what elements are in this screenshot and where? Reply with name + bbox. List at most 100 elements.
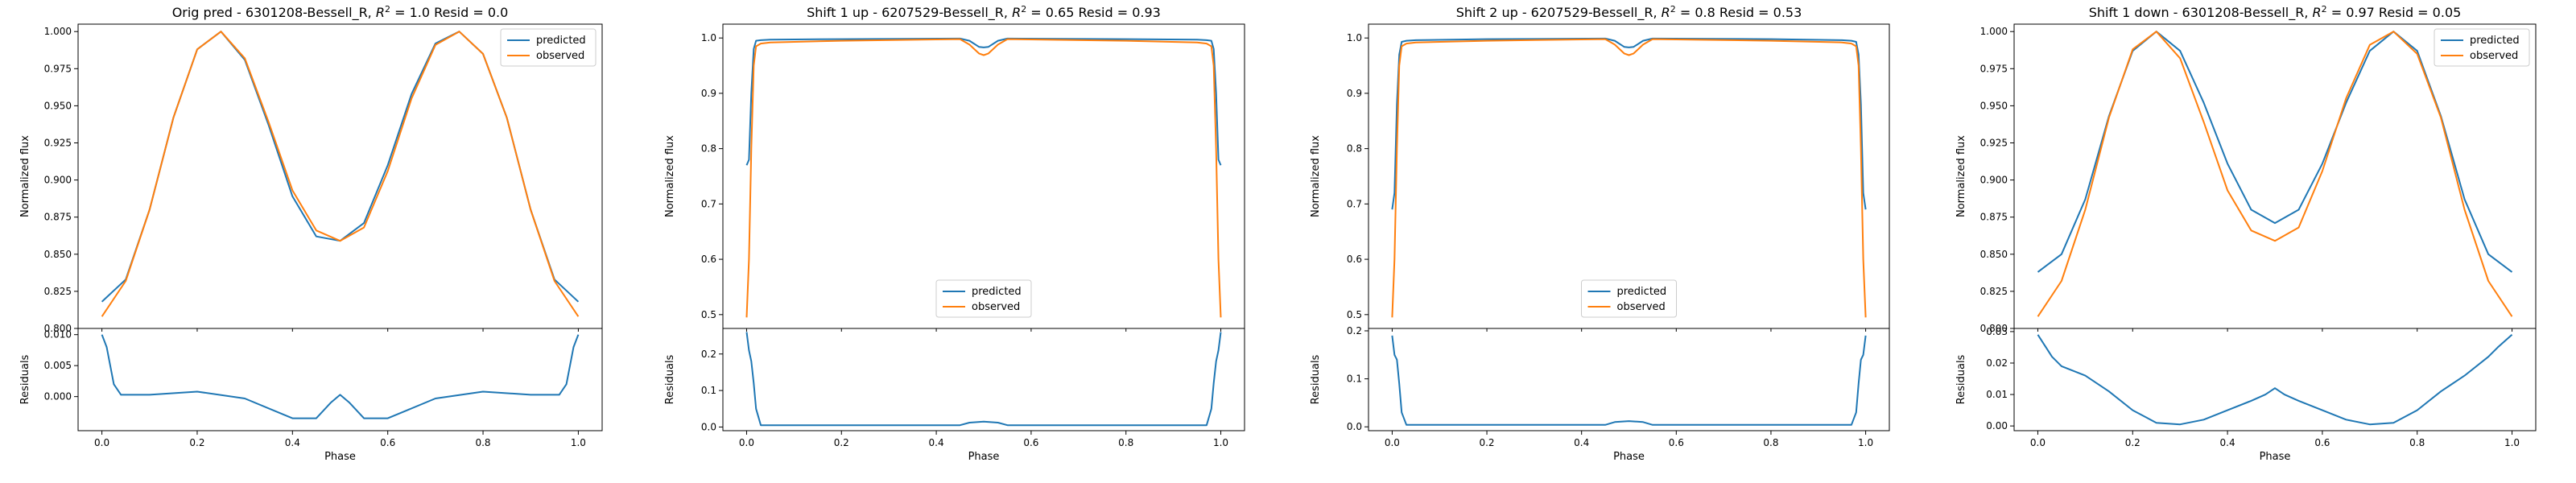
panel-4: Shift 1 down - 6301208-Bessell_R, R2 = 0… <box>1955 4 2537 463</box>
x-tick-label: 0.6 <box>1023 437 1038 448</box>
series-line-predicted <box>2037 31 2513 273</box>
y-tick-label: 0.6 <box>701 254 716 265</box>
resid-axes-frame <box>2013 328 2537 431</box>
x-tick-label: 0.0 <box>2030 437 2046 448</box>
residual-line <box>1391 335 1867 426</box>
y-tick-label: 1.000 <box>1980 26 2008 37</box>
x-tick-label: 0.6 <box>380 437 395 448</box>
x-tick-label: 0.4 <box>2220 437 2235 448</box>
legend-label: observed <box>972 301 1020 313</box>
x-tick-label: 0.4 <box>929 437 944 448</box>
x-tick-label: 0.0 <box>739 437 754 448</box>
resid-y-axis-label: Residuals <box>1955 354 1967 404</box>
x-tick-label: 0.0 <box>94 437 109 448</box>
y-tick-label: 1.0 <box>1347 32 1362 43</box>
resid-y-axis-label: Residuals <box>664 354 676 404</box>
x-tick-label: 0.2 <box>834 437 849 448</box>
x-tick-label: 0.0 <box>1385 437 1400 448</box>
y-tick-label: 0.850 <box>1980 249 2008 260</box>
resid-y-tick-label: 0.000 <box>44 391 72 402</box>
legend: predicted observed <box>2434 28 2530 67</box>
x-tick-label: 0.2 <box>189 437 204 448</box>
panel-2: Shift 1 up - 6207529-Bessell_R, R2 = 0.6… <box>664 4 1245 463</box>
series-line-observed <box>1391 38 1867 318</box>
y-axis-label: Normalized flux <box>19 135 31 217</box>
resid-y-tick-label: 0.2 <box>701 349 716 360</box>
x-tick-label: 1.0 <box>1213 437 1228 448</box>
legend-label: predicted <box>972 286 1022 298</box>
y-axis-label: Normalized flux <box>1310 135 1322 217</box>
y-tick-label: 0.5 <box>1347 309 1362 320</box>
legend-label: observed <box>536 50 584 62</box>
y-tick-label: 0.875 <box>44 212 72 223</box>
series-line-observed <box>2037 31 2513 317</box>
chart-title: Shift 1 up - 6207529-Bessell_R, R2 = 0.6… <box>807 4 1161 21</box>
series-line-observed <box>101 31 580 317</box>
x-tick-label: 0.8 <box>2409 437 2425 448</box>
y-tick-label: 0.800 <box>44 323 72 334</box>
legend: predicted observed <box>1581 279 1677 318</box>
y-tick-label: 0.8 <box>1347 143 1362 155</box>
x-tick-label: 1.0 <box>2504 437 2520 448</box>
resid-y-tick-label: 0.1 <box>701 385 716 396</box>
resid-y-tick-label: 0.03 <box>1986 326 2008 337</box>
y-tick-label: 0.825 <box>44 286 72 297</box>
residual-line <box>745 332 1222 427</box>
y-tick-label: 0.7 <box>1347 198 1362 209</box>
y-tick-label: 0.900 <box>1980 175 2008 186</box>
resid-axes-frame <box>77 328 603 431</box>
x-tick-label: 0.8 <box>1763 437 1778 448</box>
legend-label: observed <box>1617 301 1666 313</box>
x-axis-label: Phase <box>2260 451 2291 463</box>
legend: predicted observed <box>500 28 597 67</box>
y-tick-label: 0.950 <box>44 100 72 111</box>
chart-title: Shift 2 up - 6207529-Bessell_R, R2 = 0.8… <box>1456 4 1802 21</box>
resid-axes-frame <box>722 328 1245 431</box>
series-line-predicted <box>1391 37 1867 210</box>
y-tick-label: 0.975 <box>1980 63 2008 74</box>
resid-y-axis-label: Residuals <box>19 354 31 404</box>
x-tick-label: 1.0 <box>1858 437 1873 448</box>
x-tick-label: 0.2 <box>2125 437 2140 448</box>
x-axis-label: Phase <box>1613 451 1645 463</box>
y-tick-label: 0.975 <box>44 63 72 74</box>
y-tick-label: 0.850 <box>44 249 72 260</box>
legend-label: predicted <box>1617 286 1667 298</box>
x-tick-label: 1.0 <box>571 437 586 448</box>
chart-title: Orig pred - 6301208-Bessell_R, R2 = 1.0 … <box>172 4 509 21</box>
x-tick-label: 0.2 <box>1479 437 1494 448</box>
y-tick-label: 0.825 <box>1980 286 2008 297</box>
x-axis-label: Phase <box>324 451 356 463</box>
legend-label: predicted <box>2470 35 2520 47</box>
chart-title: Shift 1 down - 6301208-Bessell_R, R2 = 0… <box>2089 4 2462 21</box>
y-tick-label: 0.900 <box>44 175 72 186</box>
x-tick-label: 0.4 <box>1574 437 1589 448</box>
panel-3: Shift 2 up - 6207529-Bessell_R, R2 = 0.8… <box>1310 4 1890 463</box>
series-line-predicted <box>101 31 580 303</box>
resid-y-tick-label: 0.005 <box>44 360 72 371</box>
x-tick-label: 0.6 <box>1669 437 1684 448</box>
panel-1: Orig pred - 6301208-Bessell_R, R2 = 1.0 … <box>19 4 603 463</box>
legend-box <box>500 28 597 67</box>
resid-y-tick-label: 0.0 <box>1347 421 1362 432</box>
y-tick-label: 0.6 <box>1347 254 1362 265</box>
y-tick-label: 0.9 <box>1347 88 1362 99</box>
resid-y-tick-label: 0.0 <box>701 421 716 432</box>
legend-box <box>2434 28 2530 67</box>
resid-y-axis-label: Residuals <box>1310 354 1322 404</box>
y-tick-label: 0.9 <box>701 88 716 99</box>
y-tick-label: 0.5 <box>701 309 716 320</box>
y-tick-label: 0.925 <box>44 138 72 149</box>
residual-line <box>101 334 580 419</box>
y-tick-label: 0.950 <box>1980 100 2008 111</box>
legend: predicted observed <box>935 279 1032 318</box>
legend-box <box>1581 279 1677 318</box>
y-tick-label: 0.8 <box>701 143 716 155</box>
x-tick-label: 0.8 <box>475 437 490 448</box>
y-tick-label: 0.7 <box>701 198 716 209</box>
resid-y-tick-label: 0.00 <box>1986 420 2008 431</box>
y-axis-label: Normalized flux <box>1955 135 1967 217</box>
resid-y-tick-label: 0.1 <box>1347 374 1362 385</box>
y-tick-label: 1.0 <box>701 32 716 43</box>
series-line-observed <box>745 38 1222 318</box>
